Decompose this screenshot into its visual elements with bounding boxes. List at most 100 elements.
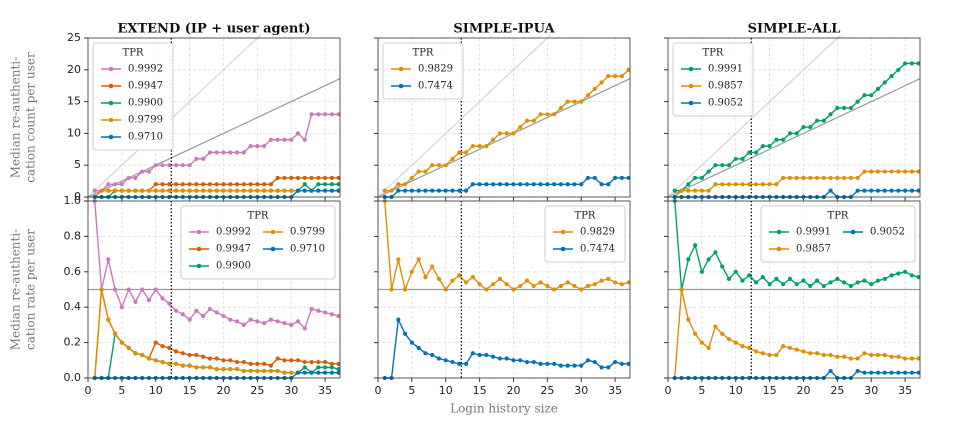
reference-line <box>378 35 552 198</box>
legend: TPR 0.9991 0.9857 0.9052 <box>760 205 916 263</box>
legend-label: 0.9857 <box>708 81 743 92</box>
reference-line <box>378 78 630 198</box>
data-point <box>774 182 779 187</box>
legend-marker <box>688 83 694 89</box>
data-point <box>504 282 509 287</box>
data-point <box>133 175 138 181</box>
data-point <box>295 131 301 136</box>
data-point <box>794 175 799 181</box>
data-point <box>322 188 328 193</box>
data-point <box>760 182 765 187</box>
data-point <box>241 188 246 193</box>
reference-line <box>88 35 262 198</box>
data-point <box>309 188 314 193</box>
data-point <box>234 182 240 187</box>
data-point <box>194 156 199 161</box>
data-point <box>747 345 752 351</box>
data-point <box>99 287 104 292</box>
data-point <box>511 182 516 187</box>
legend-label: 0.9992 <box>128 64 163 75</box>
data-point <box>585 175 591 181</box>
data-point <box>289 188 294 193</box>
data-point <box>491 354 496 359</box>
panel-title: SIMPLE-IPUA <box>453 22 555 37</box>
data-point <box>518 124 523 130</box>
x-tick-label: 15 <box>473 384 487 397</box>
data-point <box>336 313 340 319</box>
data-point <box>316 359 321 365</box>
data-point <box>592 175 597 181</box>
data-point <box>889 169 894 174</box>
data-point <box>153 182 158 187</box>
data-point <box>855 175 860 181</box>
data-point <box>909 273 914 278</box>
data-point <box>875 169 881 174</box>
data-point <box>295 358 301 363</box>
data-point <box>126 345 131 351</box>
data-point <box>902 356 908 361</box>
data-point <box>302 326 307 331</box>
data-point <box>889 273 894 278</box>
series-line <box>384 177 629 198</box>
data-point <box>153 358 158 363</box>
data-point <box>518 182 523 187</box>
series-line <box>674 289 919 379</box>
data-point <box>726 276 732 281</box>
data-point <box>882 352 887 358</box>
data-point <box>801 349 806 354</box>
data-point <box>699 175 704 181</box>
data-point <box>862 169 867 174</box>
data-point <box>167 345 172 351</box>
legend-label: 0.9052 <box>708 98 743 109</box>
x-tick-label: 35 <box>608 384 622 397</box>
data-point <box>289 137 294 142</box>
data-point <box>828 352 833 358</box>
data-point <box>214 188 219 193</box>
data-point <box>767 352 772 358</box>
data-point <box>538 112 543 117</box>
data-point <box>187 352 192 358</box>
data-point <box>794 347 799 352</box>
legend-label: 0.9947 <box>128 81 163 92</box>
data-point <box>753 182 759 187</box>
data-point <box>835 354 840 359</box>
data-point <box>916 169 920 174</box>
x-tick-label: 30 <box>864 384 878 397</box>
reference-line <box>668 78 920 198</box>
data-point <box>214 356 219 361</box>
data-point <box>484 287 489 292</box>
data-point <box>902 370 908 375</box>
data-point <box>848 356 854 361</box>
data-point <box>228 188 233 193</box>
data-point <box>112 331 118 336</box>
data-point <box>916 188 920 193</box>
data-point <box>282 321 287 326</box>
data-point <box>470 182 475 187</box>
data-point <box>336 370 340 375</box>
x-tick-label: 5 <box>118 384 125 397</box>
data-point <box>896 169 901 174</box>
data-point <box>909 61 914 66</box>
data-point <box>713 163 718 168</box>
legend-label: 0.7474 <box>418 81 453 92</box>
x-tick-label: 10 <box>149 384 163 397</box>
data-point <box>720 163 725 168</box>
y-tick-label: 1.0 <box>64 194 82 207</box>
data-point <box>336 112 340 117</box>
data-point <box>612 175 618 181</box>
data-point <box>692 188 698 193</box>
legend-label: 0.9991 <box>796 227 831 238</box>
data-point <box>201 182 206 187</box>
data-point <box>167 188 172 193</box>
data-point <box>896 370 901 375</box>
data-point <box>443 163 448 168</box>
legend-label: 0.9829 <box>418 64 453 75</box>
data-point <box>99 188 104 193</box>
x-tick-label: 15 <box>183 384 197 397</box>
data-point <box>821 175 826 181</box>
data-point <box>282 188 287 193</box>
data-point <box>180 188 185 193</box>
data-point <box>201 313 206 319</box>
legend-marker <box>270 246 276 252</box>
data-point <box>545 361 550 366</box>
